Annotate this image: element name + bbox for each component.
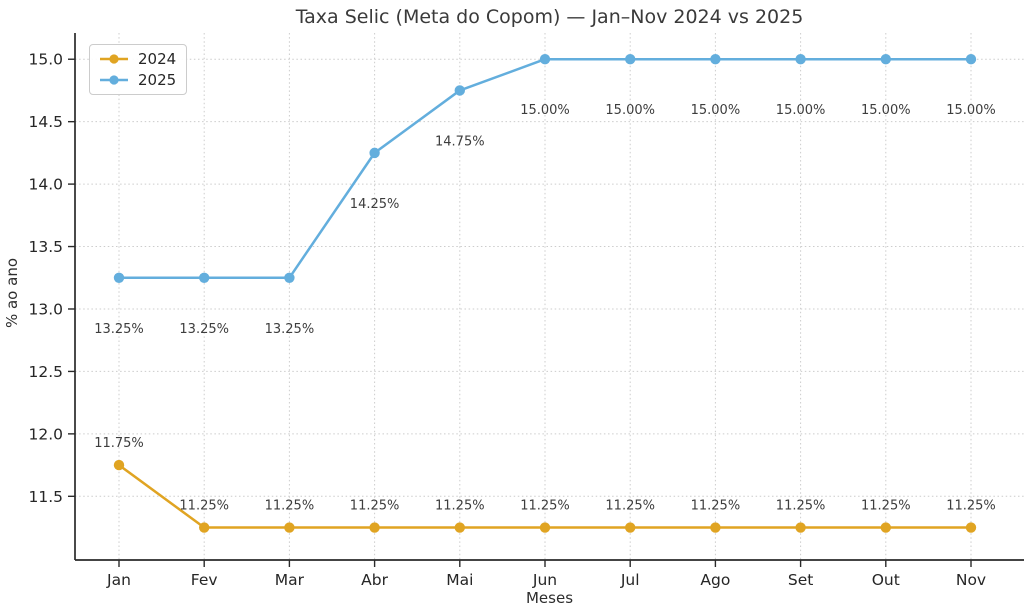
data-point-2025: [795, 54, 806, 65]
y-tick-label: 15.0: [28, 51, 63, 69]
y-tick-label: 14.0: [28, 176, 63, 194]
legend-item-2024: 2024: [98, 50, 176, 68]
data-point-2024: [965, 522, 977, 533]
data-point-2025: [284, 272, 295, 283]
y-tick-label: 12.0: [28, 425, 63, 443]
x-tick-label: Ago: [700, 571, 730, 589]
data-point-2025: [369, 147, 380, 159]
data-point-2025: [710, 54, 721, 65]
chart-title: Taxa Selic (Meta do Copom) — Jan–Nov 202…: [295, 6, 804, 28]
data-label-2024: 11.25%: [350, 499, 400, 514]
data-point-2025: [454, 85, 465, 96]
data-point-2025: [199, 272, 210, 283]
data-label-2024: 11.25%: [179, 499, 229, 514]
x-tick-label: Out: [872, 571, 900, 589]
data-label-2024: 11.25%: [520, 499, 570, 514]
data-point-2025: [880, 54, 891, 65]
data-point-2024: [625, 522, 636, 533]
data-label-2024: 11.25%: [691, 499, 741, 514]
data-point-2024: [795, 522, 806, 533]
y-tick-label: 11.5: [28, 488, 63, 506]
data-label-2024: 11.25%: [605, 499, 655, 514]
x-tick-label: Set: [788, 571, 813, 589]
x-tick-label: Fev: [191, 571, 218, 589]
x-tick-label: Jun: [532, 571, 557, 589]
y-tick-label: 13.0: [28, 300, 63, 318]
data-label-2025: 14.25%: [350, 197, 400, 212]
legend-label-2025: 2025: [138, 71, 177, 89]
legend-sample-2024-line-icon: [100, 54, 128, 64]
data-point-2025: [965, 54, 977, 65]
x-axis-label: Meses: [525, 589, 574, 607]
data-point-2024: [199, 522, 210, 533]
data-label-2025: 13.25%: [94, 322, 144, 337]
data-label-2024: 11.25%: [776, 499, 826, 514]
data-label-2025: 15.00%: [605, 103, 655, 118]
data-label-2024: 11.75%: [94, 436, 144, 451]
data-point-2024: [284, 522, 295, 533]
data-label-2024: 11.25%: [265, 499, 315, 514]
x-tick-label: Jan: [106, 571, 131, 589]
data-label-2025: 13.25%: [265, 322, 315, 337]
data-point-2024: [880, 522, 891, 533]
y-tick-label: 13.5: [28, 238, 63, 256]
legend-label-2024: 2024: [138, 50, 177, 68]
data-label-2025: 15.00%: [861, 103, 911, 118]
x-tick-label: Nov: [956, 571, 986, 589]
x-tick-label: Mai: [446, 571, 473, 589]
data-label-2025: 15.00%: [776, 103, 826, 118]
y-tick-label: 12.5: [28, 363, 63, 381]
y-tick-label: 14.5: [28, 113, 63, 131]
data-point-2024: [539, 522, 551, 533]
data-label-2025: 15.00%: [691, 103, 741, 118]
data-point-2025: [113, 272, 125, 283]
data-label-2025: 15.00%: [946, 103, 996, 118]
legend-sample-2025-line-icon: [100, 75, 128, 85]
data-label-2025: 14.75%: [435, 134, 485, 149]
data-label-2024: 11.25%: [435, 499, 485, 514]
x-tick-label: Jul: [620, 571, 640, 589]
legend-item-2025: 2025: [98, 71, 176, 89]
data-label-2025: 13.25%: [179, 322, 229, 337]
data-point-2025: [539, 54, 551, 65]
data-label-2024: 11.25%: [946, 499, 996, 514]
data-point-2025: [625, 54, 636, 65]
x-tick-label: Abr: [361, 571, 388, 589]
data-point-2024: [369, 522, 380, 533]
data-point-2024: [113, 459, 125, 471]
x-tick-label: Mar: [275, 571, 305, 589]
data-point-2024: [710, 522, 721, 533]
data-label-2025: 15.00%: [520, 103, 570, 118]
data-point-2024: [454, 522, 465, 533]
data-label-2024: 11.25%: [861, 499, 911, 514]
legend: 2024 2025: [89, 44, 188, 95]
